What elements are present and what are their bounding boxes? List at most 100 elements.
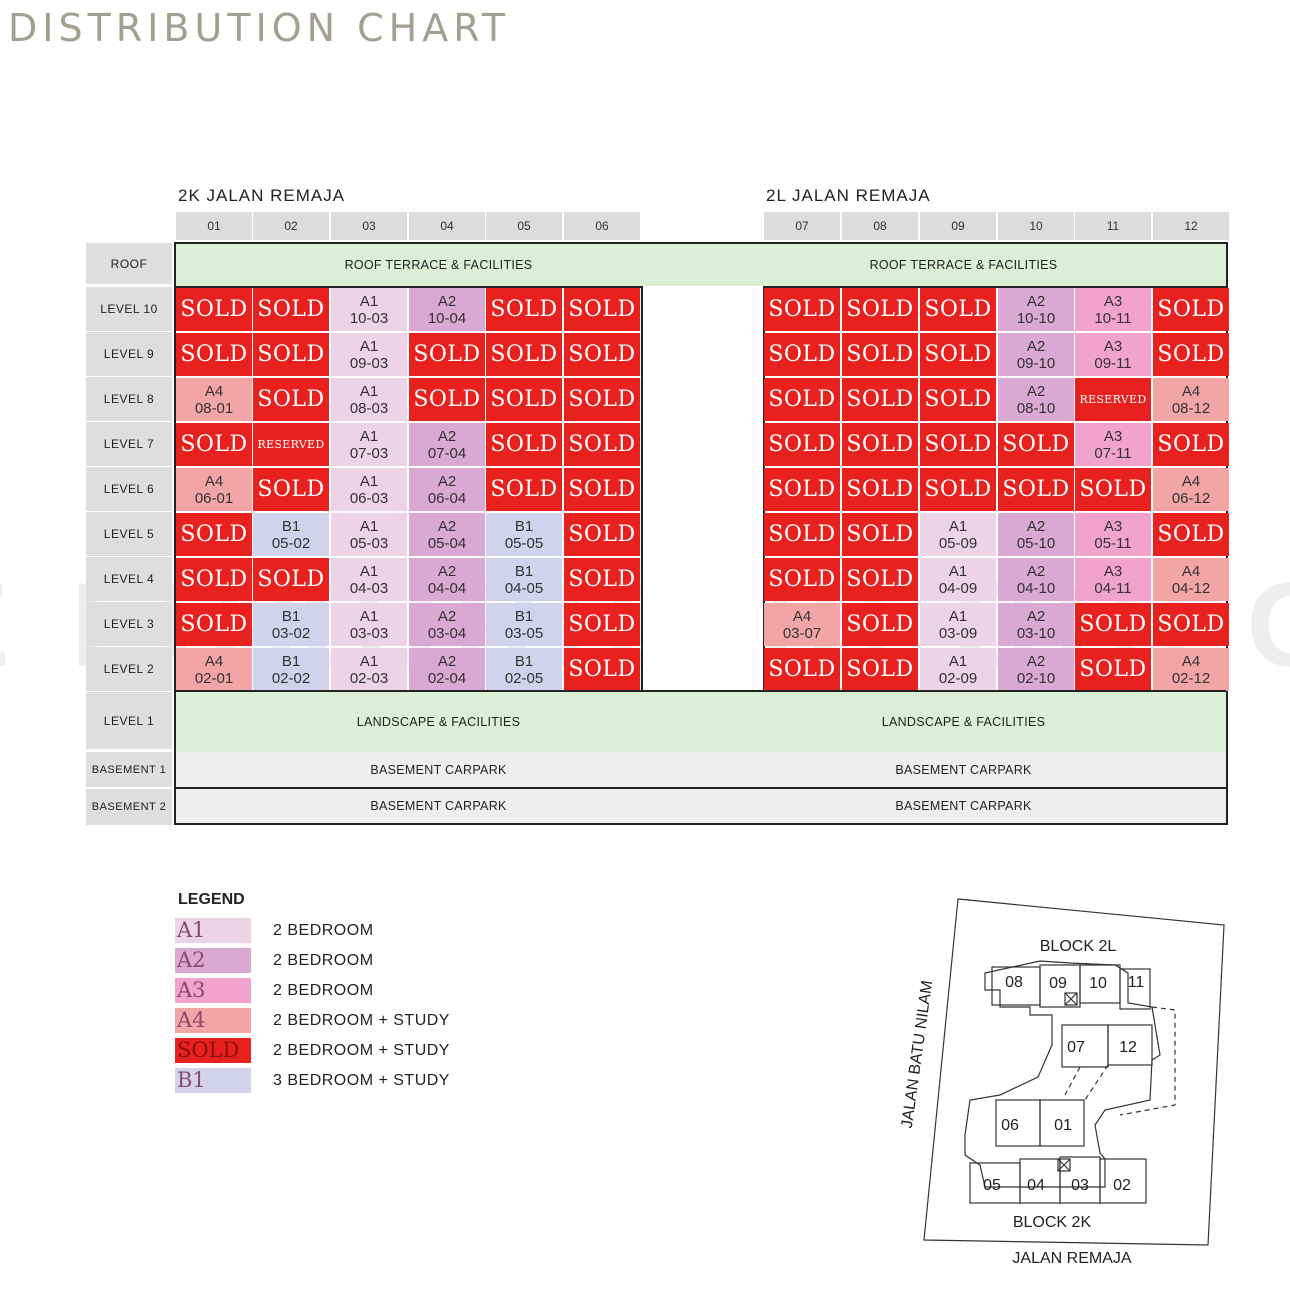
unit-cell-level-3-col-04[interactable]: A2 03-04 <box>409 603 485 646</box>
unit-cell-level-3-col-06[interactable]: SOLD <box>564 603 640 646</box>
unit-cell-level-5-col-11[interactable]: A3 05-11 <box>1075 513 1151 556</box>
unit-cell-level-8-col-10[interactable]: A2 08-10 <box>998 378 1074 421</box>
unit-cell-level-9-col-10[interactable]: A2 09-10 <box>998 333 1074 376</box>
unit-cell-level-2-col-04[interactable]: A2 02-04 <box>409 648 485 691</box>
unit-cell-level-9-col-03[interactable]: A1 09-03 <box>331 333 407 376</box>
unit-cell-level-8-col-08[interactable]: SOLD <box>842 378 918 421</box>
unit-cell-level-5-col-07[interactable]: SOLD <box>764 513 840 556</box>
unit-cell-level-5-col-08[interactable]: SOLD <box>842 513 918 556</box>
unit-cell-level-2-col-08[interactable]: SOLD <box>842 648 918 691</box>
unit-cell-level-7-col-04[interactable]: A2 07-04 <box>409 423 485 466</box>
unit-cell-level-9-col-09[interactable]: SOLD <box>920 333 996 376</box>
unit-cell-level-7-col-10[interactable]: SOLD <box>998 423 1074 466</box>
unit-cell-level-10-col-03[interactable]: A1 10-03 <box>331 288 407 331</box>
unit-cell-level-10-col-10[interactable]: A2 10-10 <box>998 288 1074 331</box>
unit-cell-level-2-col-05[interactable]: B1 02-05 <box>486 648 562 691</box>
unit-cell-level-8-col-03[interactable]: A1 08-03 <box>331 378 407 421</box>
unit-cell-level-9-col-11[interactable]: A3 09-11 <box>1075 333 1151 376</box>
unit-cell-level-8-col-04[interactable]: SOLD <box>409 378 485 421</box>
unit-cell-level-5-col-01[interactable]: SOLD <box>176 513 252 556</box>
unit-cell-level-6-col-10[interactable]: SOLD <box>998 468 1074 511</box>
unit-cell-level-2-col-12[interactable]: A4 02-12 <box>1153 648 1229 691</box>
unit-cell-level-5-col-06[interactable]: SOLD <box>564 513 640 556</box>
unit-cell-level-7-col-05[interactable]: SOLD <box>486 423 562 466</box>
unit-cell-level-3-col-08[interactable]: SOLD <box>842 603 918 646</box>
unit-cell-level-3-col-12[interactable]: SOLD <box>1153 603 1229 646</box>
unit-cell-level-3-col-09[interactable]: A1 03-09 <box>920 603 996 646</box>
unit-cell-level-6-col-02[interactable]: SOLD <box>253 468 329 511</box>
unit-cell-level-2-col-01[interactable]: A4 02-01 <box>176 648 252 691</box>
unit-cell-level-10-col-07[interactable]: SOLD <box>764 288 840 331</box>
unit-cell-level-6-col-06[interactable]: SOLD <box>564 468 640 511</box>
unit-cell-level-6-col-12[interactable]: A4 06-12 <box>1153 468 1229 511</box>
unit-cell-level-7-col-03[interactable]: A1 07-03 <box>331 423 407 466</box>
unit-cell-level-8-col-11[interactable]: RESERVED <box>1075 378 1151 421</box>
unit-cell-level-9-col-12[interactable]: SOLD <box>1153 333 1229 376</box>
unit-cell-level-6-col-01[interactable]: A4 06-01 <box>176 468 252 511</box>
unit-cell-level-7-col-11[interactable]: A3 07-11 <box>1075 423 1151 466</box>
unit-cell-level-4-col-09[interactable]: A1 04-09 <box>920 558 996 601</box>
unit-cell-level-5-col-10[interactable]: A2 05-10 <box>998 513 1074 556</box>
unit-cell-level-2-col-07[interactable]: SOLD <box>764 648 840 691</box>
unit-cell-level-7-col-06[interactable]: SOLD <box>564 423 640 466</box>
unit-cell-level-10-col-12[interactable]: SOLD <box>1153 288 1229 331</box>
unit-cell-level-2-col-10[interactable]: A2 02-10 <box>998 648 1074 691</box>
unit-cell-level-3-col-07[interactable]: A4 03-07 <box>764 603 840 646</box>
unit-cell-level-4-col-04[interactable]: A2 04-04 <box>409 558 485 601</box>
unit-cell-level-2-col-09[interactable]: A1 02-09 <box>920 648 996 691</box>
unit-cell-level-10-col-08[interactable]: SOLD <box>842 288 918 331</box>
unit-cell-level-9-col-01[interactable]: SOLD <box>176 333 252 376</box>
unit-cell-level-4-col-07[interactable]: SOLD <box>764 558 840 601</box>
unit-cell-level-3-col-10[interactable]: A2 03-10 <box>998 603 1074 646</box>
unit-cell-level-4-col-10[interactable]: A2 04-10 <box>998 558 1074 601</box>
unit-cell-level-8-col-01[interactable]: A4 08-01 <box>176 378 252 421</box>
unit-cell-level-7-col-08[interactable]: SOLD <box>842 423 918 466</box>
unit-cell-level-4-col-01[interactable]: SOLD <box>176 558 252 601</box>
unit-cell-level-5-col-12[interactable]: SOLD <box>1153 513 1229 556</box>
unit-cell-level-10-col-11[interactable]: A3 10-11 <box>1075 288 1151 331</box>
unit-cell-level-7-col-02[interactable]: RESERVED <box>253 423 329 466</box>
unit-cell-level-10-col-09[interactable]: SOLD <box>920 288 996 331</box>
unit-cell-level-3-col-01[interactable]: SOLD <box>176 603 252 646</box>
unit-cell-level-8-col-06[interactable]: SOLD <box>564 378 640 421</box>
unit-cell-level-10-col-01[interactable]: SOLD <box>176 288 252 331</box>
unit-cell-level-2-col-06[interactable]: SOLD <box>564 648 640 691</box>
unit-cell-level-2-col-11[interactable]: SOLD <box>1075 648 1151 691</box>
unit-cell-level-4-col-05[interactable]: B1 04-05 <box>486 558 562 601</box>
unit-cell-level-9-col-06[interactable]: SOLD <box>564 333 640 376</box>
unit-cell-level-7-col-07[interactable]: SOLD <box>764 423 840 466</box>
unit-cell-level-6-col-08[interactable]: SOLD <box>842 468 918 511</box>
unit-cell-level-8-col-07[interactable]: SOLD <box>764 378 840 421</box>
unit-cell-level-7-col-09[interactable]: SOLD <box>920 423 996 466</box>
unit-cell-level-9-col-07[interactable]: SOLD <box>764 333 840 376</box>
unit-cell-level-3-col-02[interactable]: B1 03-02 <box>253 603 329 646</box>
unit-cell-level-8-col-12[interactable]: A4 08-12 <box>1153 378 1229 421</box>
unit-cell-level-9-col-04[interactable]: SOLD <box>409 333 485 376</box>
unit-cell-level-9-col-08[interactable]: SOLD <box>842 333 918 376</box>
unit-cell-level-7-col-01[interactable]: SOLD <box>176 423 252 466</box>
unit-cell-level-6-col-09[interactable]: SOLD <box>920 468 996 511</box>
unit-cell-level-8-col-02[interactable]: SOLD <box>253 378 329 421</box>
unit-cell-level-10-col-05[interactable]: SOLD <box>486 288 562 331</box>
unit-cell-level-6-col-11[interactable]: SOLD <box>1075 468 1151 511</box>
unit-cell-level-5-col-03[interactable]: A1 05-03 <box>331 513 407 556</box>
unit-cell-level-8-col-05[interactable]: SOLD <box>486 378 562 421</box>
unit-cell-level-7-col-12[interactable]: SOLD <box>1153 423 1229 466</box>
unit-cell-level-4-col-12[interactable]: A4 04-12 <box>1153 558 1229 601</box>
unit-cell-level-3-col-05[interactable]: B1 03-05 <box>486 603 562 646</box>
unit-cell-level-4-col-11[interactable]: A3 04-11 <box>1075 558 1151 601</box>
unit-cell-level-5-col-04[interactable]: A2 05-04 <box>409 513 485 556</box>
unit-cell-level-10-col-02[interactable]: SOLD <box>253 288 329 331</box>
unit-cell-level-5-col-05[interactable]: B1 05-05 <box>486 513 562 556</box>
unit-cell-level-4-col-06[interactable]: SOLD <box>564 558 640 601</box>
unit-cell-level-6-col-04[interactable]: A2 06-04 <box>409 468 485 511</box>
unit-cell-level-6-col-07[interactable]: SOLD <box>764 468 840 511</box>
unit-cell-level-4-col-08[interactable]: SOLD <box>842 558 918 601</box>
unit-cell-level-4-col-03[interactable]: A1 04-03 <box>331 558 407 601</box>
unit-cell-level-9-col-02[interactable]: SOLD <box>253 333 329 376</box>
unit-cell-level-8-col-09[interactable]: SOLD <box>920 378 996 421</box>
unit-cell-level-3-col-11[interactable]: SOLD <box>1075 603 1151 646</box>
unit-cell-level-3-col-03[interactable]: A1 03-03 <box>331 603 407 646</box>
unit-cell-level-2-col-03[interactable]: A1 02-03 <box>331 648 407 691</box>
unit-cell-level-10-col-04[interactable]: A2 10-04 <box>409 288 485 331</box>
